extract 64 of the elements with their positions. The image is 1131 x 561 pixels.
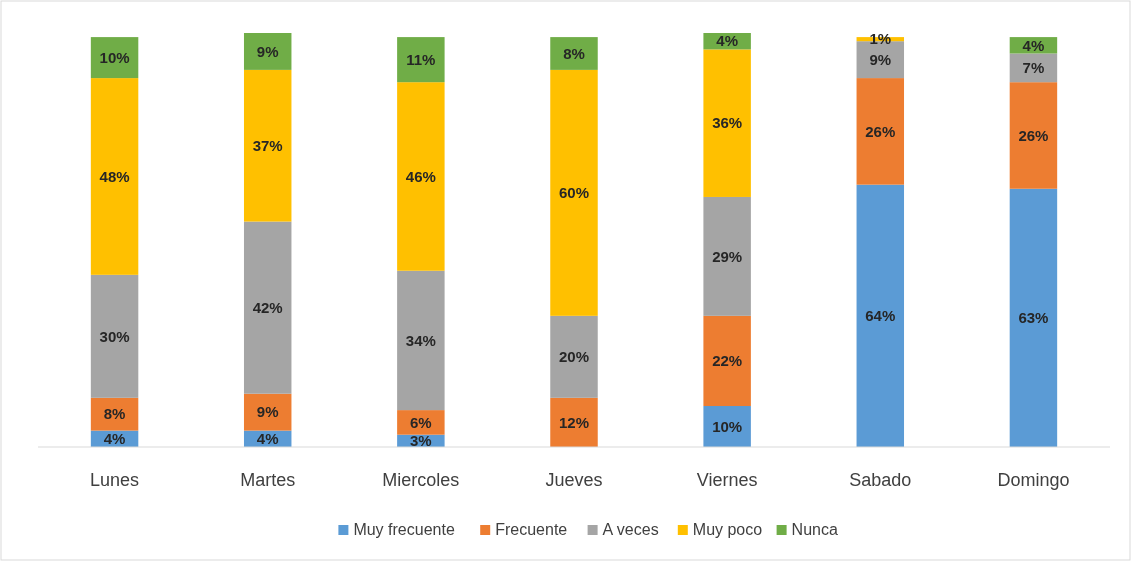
legend-label: Muy poco bbox=[692, 521, 763, 538]
data-label: 37% bbox=[252, 136, 283, 154]
bar bbox=[550, 37, 598, 70]
data-label: 30% bbox=[99, 327, 130, 345]
bar bbox=[550, 397, 598, 447]
bar bbox=[1009, 82, 1058, 189]
data-label: 4% bbox=[256, 430, 279, 448]
bar bbox=[856, 184, 905, 447]
data-label: 12% bbox=[558, 413, 590, 431]
data-label: 22% bbox=[712, 352, 743, 370]
data-label: 29% bbox=[712, 247, 743, 265]
bar bbox=[90, 274, 139, 398]
bar bbox=[243, 69, 292, 222]
bar bbox=[1009, 53, 1058, 83]
bar bbox=[243, 33, 292, 70]
data-label: 3% bbox=[410, 432, 432, 450]
data-label: 10% bbox=[712, 417, 743, 435]
data-label: 9% bbox=[256, 403, 279, 421]
data-label: 11% bbox=[406, 50, 436, 68]
bar bbox=[856, 78, 905, 185]
x-tick-label: Viernes bbox=[696, 470, 758, 490]
data-label: 8% bbox=[563, 44, 585, 62]
bar bbox=[397, 82, 445, 271]
data-label: 9% bbox=[256, 42, 279, 60]
data-label: 46% bbox=[405, 167, 436, 185]
data-label: 9% bbox=[869, 50, 892, 68]
bar bbox=[243, 221, 292, 394]
legend-label: Frecuente bbox=[495, 521, 568, 538]
bar bbox=[550, 315, 598, 398]
bar bbox=[703, 49, 751, 197]
bar bbox=[550, 69, 598, 316]
data-label: 36% bbox=[712, 114, 743, 132]
legend-label: A veces bbox=[602, 521, 659, 538]
data-label: 34% bbox=[405, 331, 436, 349]
bar bbox=[90, 78, 139, 275]
data-label: 20% bbox=[558, 348, 590, 366]
x-tick-label: Lunes bbox=[90, 470, 140, 490]
bar bbox=[397, 270, 445, 411]
bar bbox=[703, 315, 751, 407]
data-label: 26% bbox=[1018, 126, 1049, 144]
data-label: 4% bbox=[1022, 36, 1045, 54]
data-label: 6% bbox=[410, 413, 432, 431]
data-label: 42% bbox=[252, 298, 283, 316]
data-label: 48% bbox=[99, 167, 130, 185]
data-label: 63% bbox=[1018, 309, 1049, 327]
legend-label: Muy frecuente bbox=[353, 521, 455, 538]
x-tick-label: Sabado bbox=[849, 470, 912, 490]
x-tick-label: Martes bbox=[240, 470, 296, 490]
legend-label: Nunca bbox=[791, 521, 838, 538]
data-label: 60% bbox=[558, 184, 590, 202]
x-tick-label: Miercoles bbox=[382, 470, 460, 490]
data-label: 64% bbox=[865, 307, 896, 325]
data-label: 7% bbox=[1022, 59, 1045, 77]
bar bbox=[243, 393, 292, 431]
data-label: 8% bbox=[103, 405, 126, 423]
bar bbox=[397, 37, 445, 83]
bar bbox=[1009, 188, 1058, 447]
data-label: 4% bbox=[103, 430, 126, 448]
data-label: 10% bbox=[99, 48, 130, 66]
data-label: 4% bbox=[716, 32, 738, 50]
x-tick-label: Jueves bbox=[545, 470, 603, 490]
bar bbox=[703, 196, 751, 316]
data-label: 26% bbox=[865, 122, 896, 140]
x-tick-label: Domingo bbox=[997, 470, 1070, 490]
